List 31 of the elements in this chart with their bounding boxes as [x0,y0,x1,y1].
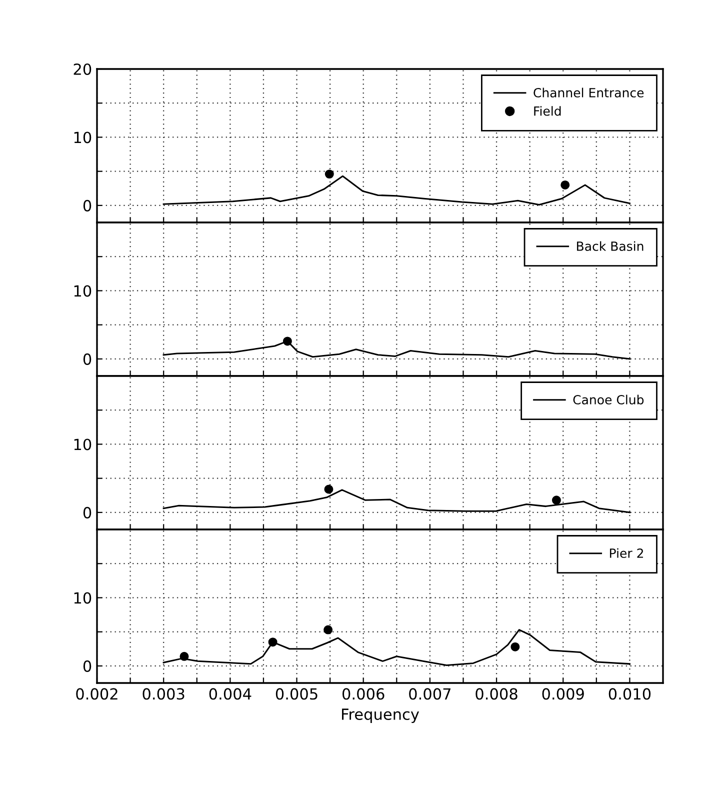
x-tick-label: 0.003 [142,688,184,700]
legend-label: Pier 2 [610,548,643,558]
x-tick-label: 0.008 [476,688,518,700]
legend-label: Canoe Club [573,394,644,404]
y-tick-label: 10 [74,438,92,450]
y-tick-label: 0 [83,200,92,212]
y-tick-label: 0 [83,660,92,672]
point [510,642,520,652]
line-series [162,175,630,206]
x-tick-label: 0.002 [76,688,118,700]
y-tick-label: 10 [74,285,92,297]
x-tick-label: 0.010 [608,688,651,700]
legend-label: Channel Entrance [534,88,644,98]
x-tick-label: 0.005 [276,688,318,700]
y-tick-label: 20 [74,63,92,76]
x-tick-label: 0.004 [209,688,252,700]
line-series [162,629,630,666]
y-tick-label: 0 [83,353,92,365]
x-axis-title: Frequency [342,708,420,723]
legend-label: Field [534,106,561,116]
y-tick-label: 10 [74,592,92,604]
line-series [162,489,630,514]
point [324,625,333,634]
y-tick-label: 10 [74,132,92,144]
point [180,652,189,661]
x-tick-label: 0.007 [409,688,451,700]
y-tick-label: 0 [83,506,92,518]
x-tick-label: 0.006 [342,688,384,700]
legend-label: Back Basin [577,241,644,251]
point [268,638,278,647]
x-tick-label: 0.009 [542,688,584,700]
